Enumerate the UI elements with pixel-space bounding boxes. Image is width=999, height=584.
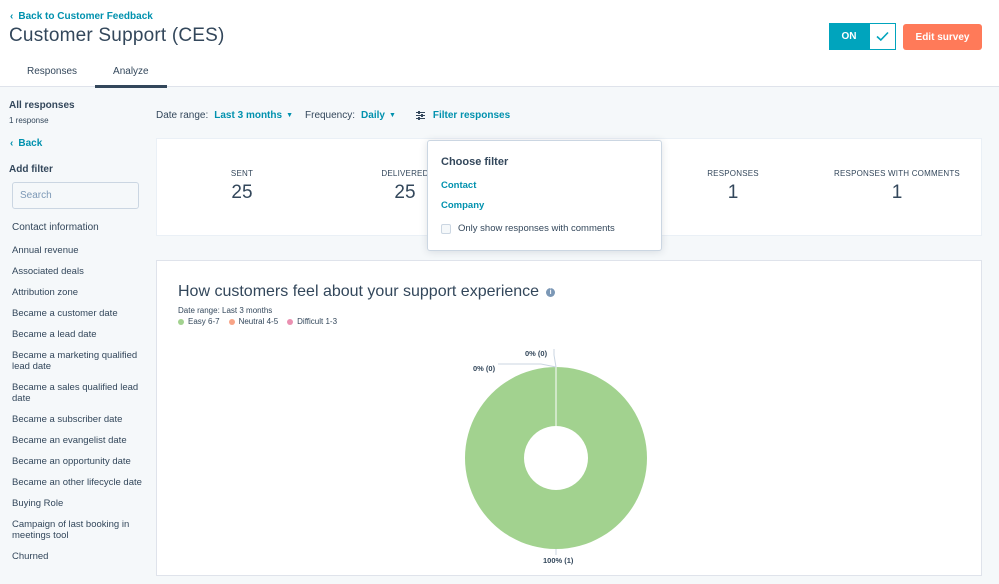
choose-filter-popover: Choose filter Contact Company Only show …: [427, 140, 662, 251]
slice-label: 0% (0): [473, 364, 496, 373]
chevron-left-icon: ‹: [10, 138, 14, 149]
survey-toggle[interactable]: ON: [829, 23, 896, 50]
list-item[interactable]: Became a sales qualified lead date: [12, 382, 139, 404]
tab-bar: Responses Analyze: [9, 58, 167, 88]
donut-chart: 100% (1) 0% (0) 0% (0): [464, 349, 647, 565]
list-item[interactable]: Campaign of last booking in meetings too…: [12, 519, 130, 541]
stat-responses-label: RESPONSES: [707, 169, 759, 178]
list-item[interactable]: Became an opportunity date: [12, 456, 131, 467]
page-header: ‹ Back to Customer Feedback Customer Supp…: [0, 0, 999, 88]
filter-responses-button[interactable]: Filter responses: [415, 110, 511, 121]
date-range-dropdown[interactable]: Last 3 months: [214, 110, 283, 121]
tab-analyze[interactable]: Analyze: [95, 58, 167, 88]
stat-delivered-label: DELIVERED: [381, 169, 429, 178]
chart-title-row: How customers feel about your support ex…: [178, 283, 556, 301]
filter-bar: Date range: Last 3 months ▼ Frequency: D…: [156, 110, 510, 121]
choose-filter-title: Choose filter: [441, 156, 509, 168]
list-item[interactable]: Attribution zone: [12, 287, 79, 298]
response-count: 1 response: [9, 116, 49, 125]
checkbox[interactable]: [441, 223, 451, 234]
slice-label: 0% (0): [525, 349, 548, 358]
list-item[interactable]: Became an evangelist date: [12, 435, 127, 446]
leader-line: [498, 363, 557, 368]
legend-dot: [178, 318, 184, 325]
stat-delivered: DELIVERED 25: [325, 169, 485, 204]
toggle-check-button[interactable]: [869, 23, 896, 50]
slice-label: 100% (1): [543, 556, 574, 565]
legend-dot: [287, 318, 294, 325]
list-item[interactable]: Associated deals: [12, 266, 84, 277]
chart-subtitle: Date range: Last 3 months: [178, 306, 273, 315]
legend-item[interactable]: Neutral 4-5: [228, 317, 279, 326]
legend-label: Neutral 4-5: [238, 317, 279, 326]
info-icon[interactable]: i: [546, 287, 556, 297]
frequency-dropdown[interactable]: Daily: [361, 110, 385, 121]
toggle-on-label[interactable]: ON: [829, 23, 869, 50]
stat-sent-label: SENT: [230, 169, 254, 178]
stat-responses: RESPONSES 1: [653, 169, 813, 204]
back-to-feedback-link[interactable]: ‹ Back to Customer Feedback: [10, 11, 153, 22]
filter-sidebar: All responses 1 response ‹ Back Add filte…: [0, 88, 147, 584]
list-item[interactable]: Became a marketing qualified lead date: [12, 350, 138, 372]
checkmark-icon: [876, 31, 889, 42]
stat-comments: RESPONSES WITH COMMENTS 1: [817, 169, 977, 204]
list-item[interactable]: Annual revenue: [12, 245, 79, 256]
pie-slice-0[interactable]: [464, 367, 647, 549]
chevron-left-icon: ‹: [10, 11, 14, 22]
list-item[interactable]: Became an other lifecycle date: [12, 477, 142, 488]
frequency-label: Frequency:: [305, 110, 356, 121]
caret-down-icon: ▼: [286, 112, 293, 119]
stat-delivered-value: 25: [394, 182, 416, 203]
sidebar-back-link[interactable]: ‹ Back: [10, 138, 42, 149]
date-range-label: Date range:: [156, 110, 209, 121]
stat-comments-value: 1: [891, 182, 903, 203]
add-filter-heading: Add filter: [9, 164, 53, 175]
list-item[interactable]: Became a subscriber date: [12, 414, 123, 425]
filter-option-contact[interactable]: Contact: [441, 180, 477, 191]
comments-only-label: Only show responses with comments: [458, 223, 615, 234]
leader-line: [553, 349, 557, 368]
legend-dot: [228, 318, 235, 325]
tab-responses[interactable]: Responses: [27, 66, 78, 77]
list-item[interactable]: Became a lead date: [12, 329, 97, 340]
stat-sent-value: 25: [231, 182, 253, 203]
page-title: Customer Support (CES): [9, 25, 225, 46]
sliders-icon: [415, 111, 425, 120]
chart-title: How customers feel about your support ex…: [178, 283, 540, 300]
stat-sent: SENT 25: [162, 169, 322, 204]
list-item[interactable]: Buying Role: [12, 498, 64, 509]
sidebar-back-label: Back: [18, 138, 43, 149]
chart-card: 100% (1) 0% (0) 0% (0) How customers feel …: [156, 260, 982, 576]
legend-label: Easy 6-7: [188, 317, 220, 326]
property-list: Annual revenue Associated deals Attribut…: [12, 245, 144, 572]
list-item[interactable]: Became a customer date: [12, 308, 118, 319]
edit-survey-button[interactable]: Edit survey: [903, 24, 982, 50]
caret-down-icon: ▼: [388, 112, 396, 119]
legend-item[interactable]: Difficult 1-3: [287, 317, 337, 326]
legend-item[interactable]: Easy 6-7: [178, 317, 220, 326]
list-item[interactable]: Churned: [12, 551, 49, 562]
stat-responses-value: 1: [727, 182, 739, 203]
filter-option-company[interactable]: Company: [441, 200, 485, 211]
back-to-feedback-label: Back to Customer Feedback: [18, 11, 153, 22]
stat-comments-label: RESPONSES WITH COMMENTS: [834, 169, 960, 178]
filter-responses-label: Filter responses: [432, 110, 511, 121]
contact-information-heading: Contact information: [12, 222, 99, 233]
filter-search-input[interactable]: [12, 182, 139, 209]
sidebar-title: All responses: [9, 100, 75, 111]
legend-label: Difficult 1-3: [297, 317, 338, 326]
comments-only-checkbox[interactable]: Only show responses with comments: [441, 223, 615, 234]
chart-legend: Easy 6-7 Neutral 4-5 Difficult 1-3: [178, 317, 346, 326]
